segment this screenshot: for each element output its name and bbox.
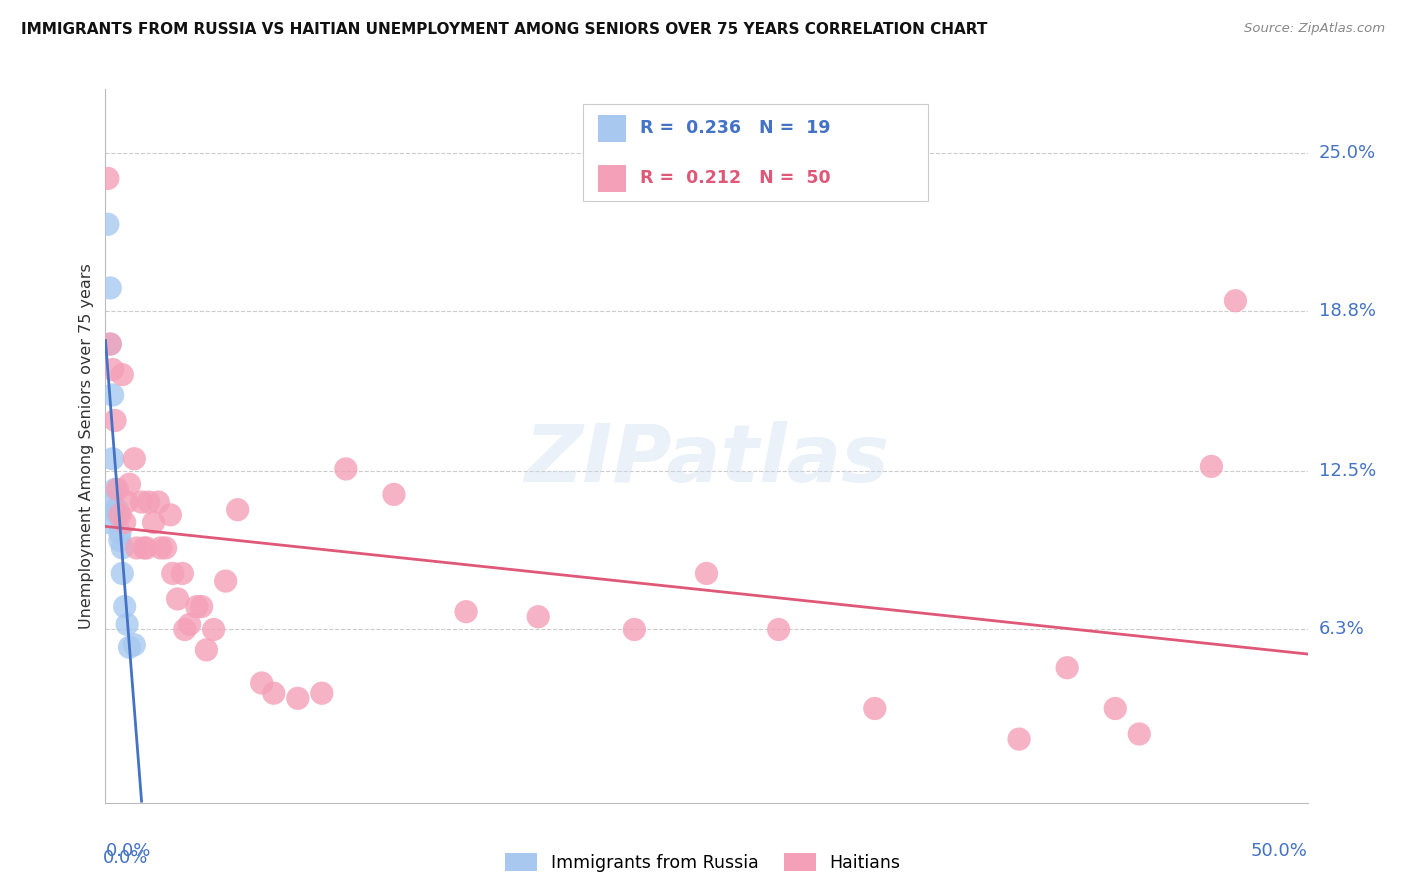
Point bbox=[768, 623, 790, 637]
Point bbox=[138, 495, 160, 509]
Point bbox=[104, 502, 127, 516]
Point bbox=[107, 483, 129, 497]
Point bbox=[226, 502, 249, 516]
Point bbox=[155, 541, 177, 555]
Point bbox=[108, 508, 131, 522]
Point bbox=[104, 483, 127, 497]
Point bbox=[696, 566, 718, 581]
Point bbox=[149, 541, 172, 555]
Text: 0.0%: 0.0% bbox=[105, 842, 150, 860]
Point bbox=[179, 617, 201, 632]
Text: IMMIGRANTS FROM RUSSIA VS HAITIAN UNEMPLOYMENT AMONG SENIORS OVER 75 YEARS CORRE: IMMIGRANTS FROM RUSSIA VS HAITIAN UNEMPL… bbox=[21, 22, 987, 37]
Point bbox=[114, 599, 136, 614]
Point bbox=[142, 516, 165, 530]
Point bbox=[863, 701, 886, 715]
Point bbox=[124, 638, 146, 652]
Point bbox=[98, 337, 121, 351]
Point bbox=[97, 516, 120, 530]
Point bbox=[111, 541, 134, 555]
Legend: Immigrants from Russia, Haitians: Immigrants from Russia, Haitians bbox=[499, 847, 907, 879]
Y-axis label: Unemployment Among Seniors over 75 years: Unemployment Among Seniors over 75 years bbox=[79, 263, 94, 629]
Text: Source: ZipAtlas.com: Source: ZipAtlas.com bbox=[1244, 22, 1385, 36]
Point bbox=[101, 362, 124, 376]
Point bbox=[114, 516, 136, 530]
Point bbox=[166, 591, 188, 606]
Point bbox=[623, 623, 645, 637]
Point bbox=[287, 691, 309, 706]
Point bbox=[108, 525, 131, 540]
Point bbox=[195, 643, 218, 657]
Point bbox=[527, 609, 550, 624]
Point bbox=[202, 623, 225, 637]
Point bbox=[115, 495, 138, 509]
Point bbox=[162, 566, 184, 581]
Text: ZIPatlas: ZIPatlas bbox=[524, 421, 889, 500]
Text: 0.0%: 0.0% bbox=[103, 848, 149, 867]
Text: 25.0%: 25.0% bbox=[1319, 144, 1376, 162]
Text: 6.3%: 6.3% bbox=[1319, 621, 1364, 639]
Point bbox=[1008, 732, 1031, 747]
Point bbox=[454, 605, 477, 619]
Point bbox=[135, 541, 157, 555]
Point bbox=[1225, 293, 1247, 308]
Point bbox=[107, 502, 129, 516]
Point bbox=[101, 451, 124, 466]
Point bbox=[98, 281, 121, 295]
Point bbox=[118, 640, 141, 655]
Point bbox=[382, 487, 405, 501]
Point bbox=[1201, 459, 1223, 474]
Point bbox=[214, 574, 236, 588]
Point bbox=[173, 623, 195, 637]
Point bbox=[172, 566, 194, 581]
Point bbox=[118, 477, 141, 491]
Point bbox=[132, 541, 155, 555]
Point bbox=[311, 686, 333, 700]
Point bbox=[101, 495, 124, 509]
Point bbox=[97, 217, 120, 231]
Point bbox=[115, 617, 138, 632]
Point bbox=[107, 508, 129, 522]
Point bbox=[250, 676, 273, 690]
Point bbox=[335, 462, 357, 476]
Point bbox=[131, 495, 153, 509]
Text: R =  0.212   N =  50: R = 0.212 N = 50 bbox=[640, 169, 831, 187]
Point bbox=[97, 171, 120, 186]
Text: 50.0%: 50.0% bbox=[1251, 842, 1308, 860]
Point bbox=[98, 337, 121, 351]
Point bbox=[108, 533, 131, 548]
Point bbox=[101, 388, 124, 402]
Point bbox=[1104, 701, 1126, 715]
Point bbox=[186, 599, 208, 614]
Point bbox=[125, 541, 148, 555]
Point bbox=[1056, 661, 1078, 675]
Text: 12.5%: 12.5% bbox=[1319, 462, 1376, 481]
Point bbox=[111, 368, 134, 382]
Point bbox=[124, 451, 146, 466]
Point bbox=[159, 508, 181, 522]
Point bbox=[263, 686, 285, 700]
Text: 18.8%: 18.8% bbox=[1319, 301, 1375, 320]
Point bbox=[148, 495, 170, 509]
Text: R =  0.236   N =  19: R = 0.236 N = 19 bbox=[640, 120, 830, 137]
Point bbox=[190, 599, 212, 614]
Point bbox=[111, 566, 134, 581]
Point bbox=[104, 413, 127, 427]
Point bbox=[1128, 727, 1150, 741]
